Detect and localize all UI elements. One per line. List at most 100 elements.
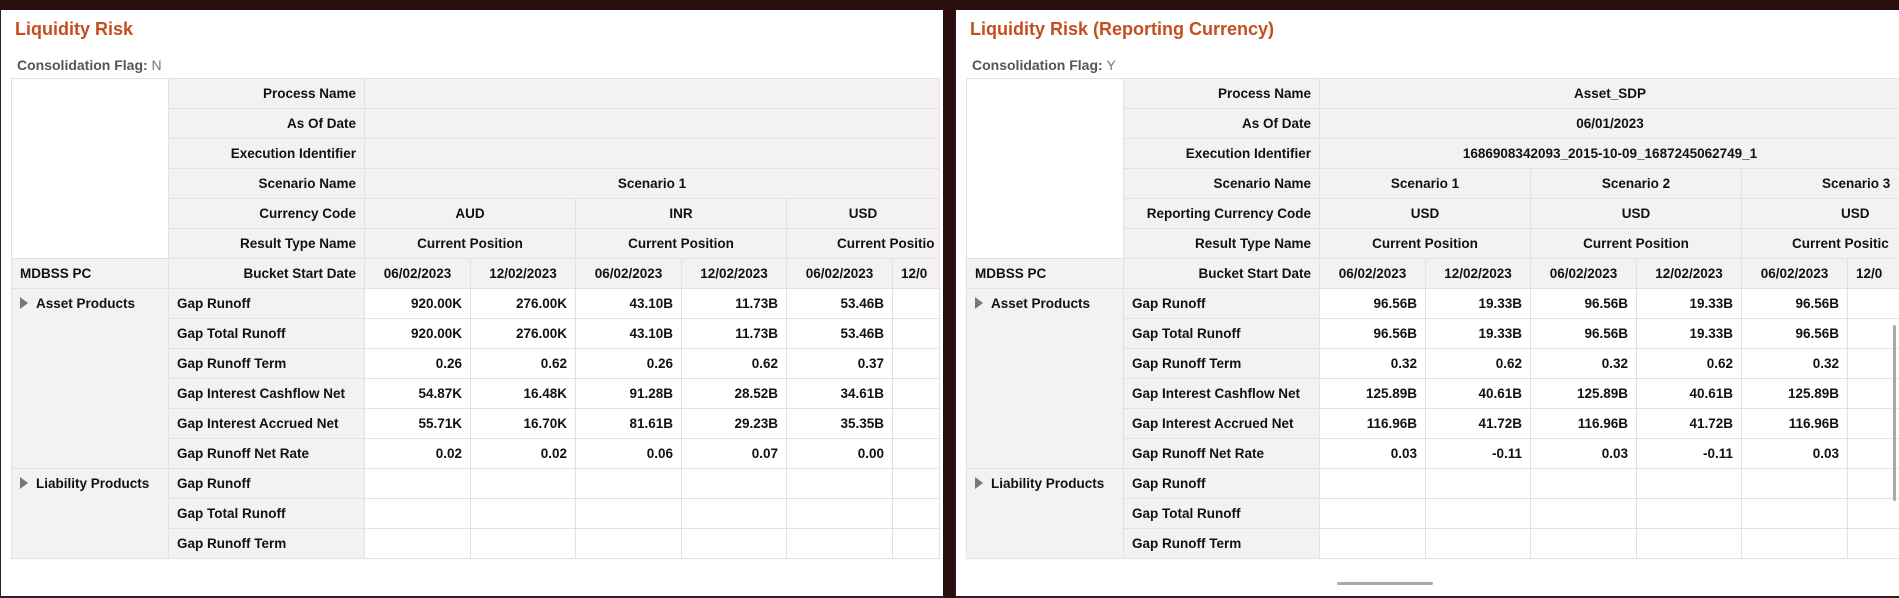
empty-cell xyxy=(1846,468,1899,499)
panel-bottom-border xyxy=(1,596,943,598)
header-label: Scenario Name xyxy=(168,168,365,199)
value-cell: 19.33B xyxy=(1636,288,1742,319)
value-cell: 125.89B xyxy=(1741,378,1848,409)
measure-label: Gap Interest Cashflow Net xyxy=(1123,378,1320,409)
table-row: Gap Interest Cashflow Net 54.87K 16.48K 91.… xyxy=(12,378,941,409)
currency-code-value: USD xyxy=(785,198,941,229)
vertical-scrollbar[interactable] xyxy=(1893,325,1896,501)
value-cell: 116.96B xyxy=(1741,408,1848,439)
value-cell: 125.89B xyxy=(1319,378,1426,409)
value-cell: 0.37 xyxy=(786,348,893,379)
measure-label: Gap Runoff Term xyxy=(1123,528,1320,559)
value-cell: 11.73B xyxy=(681,288,787,319)
liability-products-group[interactable]: Liability Products xyxy=(11,468,169,559)
value-cell: -0.11 xyxy=(1425,438,1531,469)
scenario-name-value: Scenario 2 xyxy=(1530,168,1742,199)
measure-label: Gap Runoff Net Rate xyxy=(168,438,365,469)
value-cell: 0.07 xyxy=(681,438,787,469)
value-cell: 96.56B xyxy=(1530,318,1637,349)
panel-bottom-border xyxy=(956,596,1899,598)
scenario-name-value: Scenario 3 xyxy=(1740,168,1899,199)
pivot-table: Process Name Asset_SDP As Of Date 06/01/… xyxy=(966,78,1899,559)
value-cell xyxy=(891,348,941,379)
table-row: Gap Total Runoff 920.00K 276.00K 43.10B 11.7… xyxy=(12,318,941,349)
value-cell xyxy=(1846,378,1899,409)
value-cell xyxy=(1846,348,1899,379)
measure-label: Gap Runoff Term xyxy=(1123,348,1320,379)
value-cell: 0.03 xyxy=(1319,438,1426,469)
consolidation-flag-value: N xyxy=(151,57,162,73)
scenario-name-value: Scenario 1 xyxy=(1319,168,1531,199)
liability-products-group[interactable]: Liability Products xyxy=(966,468,1124,559)
table-row: Gap Runoff Term xyxy=(12,528,941,559)
value-cell: 0.32 xyxy=(1741,348,1848,379)
empty-cell xyxy=(575,468,682,499)
value-cell: 0.62 xyxy=(1636,348,1742,379)
result-type-value: Current Position xyxy=(364,228,576,259)
header-label: As Of Date xyxy=(1123,108,1320,139)
empty-cell xyxy=(786,528,893,559)
expand-triangle-icon[interactable] xyxy=(20,297,28,309)
empty-cell xyxy=(1530,498,1637,529)
corner-cell xyxy=(966,78,1124,259)
result-type-value: Current Positio xyxy=(785,228,941,259)
value-cell xyxy=(891,318,941,349)
value-cell: 43.10B xyxy=(575,288,682,319)
empty-cell xyxy=(1636,498,1742,529)
value-cell: 0.62 xyxy=(470,348,576,379)
group-label: Liability Products xyxy=(36,476,150,491)
consolidation-flag: Consolidation Flag: Y xyxy=(972,57,1116,73)
asset-products-group[interactable]: Asset Products xyxy=(11,288,169,469)
asset-rows: Asset Products Gap Runoff 96.56B 19.33B 96.5… xyxy=(966,288,1899,469)
value-cell: 96.56B xyxy=(1319,318,1426,349)
empty-cell xyxy=(1741,468,1848,499)
value-cell: 28.52B xyxy=(681,378,787,409)
liquidity-risk-reporting-currency-panel: Liquidity Risk (Reporting Currency) Cons… xyxy=(955,10,1899,598)
empty-cell xyxy=(786,498,893,529)
measure-label: Gap Total Runoff xyxy=(168,318,365,349)
value-cell: 116.96B xyxy=(1319,408,1426,439)
empty-cell xyxy=(1846,498,1899,529)
execution-identifier-value xyxy=(363,138,941,169)
value-cell: 96.56B xyxy=(1319,288,1426,319)
panel-title: Liquidity Risk (Reporting Currency) xyxy=(970,19,1275,39)
value-cell: 0.03 xyxy=(1741,438,1848,469)
empty-cell xyxy=(1319,498,1426,529)
scenario-name-value: Scenario 1 xyxy=(363,168,941,199)
empty-cell xyxy=(470,468,576,499)
bucket-date: 06/02/2023 xyxy=(1741,258,1848,289)
value-cell: 40.61B xyxy=(1636,378,1742,409)
expand-triangle-icon[interactable] xyxy=(975,477,983,489)
empty-cell xyxy=(1741,498,1848,529)
expand-triangle-icon[interactable] xyxy=(20,477,28,489)
empty-cell xyxy=(1741,528,1848,559)
value-cell xyxy=(891,378,941,409)
table-row: Asset Products Gap Runoff 920.00K 276.00K 43… xyxy=(11,288,941,469)
asset-products-group[interactable]: Asset Products xyxy=(966,288,1124,469)
table-row: Gap Runoff Term xyxy=(967,528,1899,559)
header-label: Result Type Name xyxy=(1123,228,1320,259)
value-cell xyxy=(1846,318,1899,349)
result-type-value: Current Position xyxy=(1530,228,1742,259)
table-row: Gap Runoff Net Rate 0.02 0.02 0.06 0.07 0.00 xyxy=(12,438,941,469)
value-cell: 11.73B xyxy=(681,318,787,349)
table-row: Gap Runoff Net Rate 0.03 -0.11 0.03 -0.11 0.0… xyxy=(967,438,1899,469)
measure-label: Gap Total Runoff xyxy=(168,498,365,529)
measure-label: Gap Runoff xyxy=(1123,288,1320,319)
value-cell: 0.26 xyxy=(364,348,471,379)
measure-label: Gap Interest Cashflow Net xyxy=(168,378,365,409)
empty-cell xyxy=(364,468,471,499)
value-cell: 35.35B xyxy=(786,408,893,439)
value-cell xyxy=(891,288,941,319)
value-cell: 0.03 xyxy=(1530,438,1637,469)
currency-code-value: USD xyxy=(1530,198,1742,229)
value-cell: 0.32 xyxy=(1530,348,1637,379)
bucket-date: 06/02/2023 xyxy=(575,258,682,289)
value-cell xyxy=(1846,438,1899,469)
bucket-date: 12/02/2023 xyxy=(681,258,787,289)
horizontal-scrollbar[interactable] xyxy=(1337,582,1433,585)
expand-triangle-icon[interactable] xyxy=(975,297,983,309)
row-header: MDBSS PC xyxy=(966,258,1124,289)
measure-label: Gap Runoff xyxy=(168,288,365,319)
result-type-value: Current Position xyxy=(1319,228,1531,259)
